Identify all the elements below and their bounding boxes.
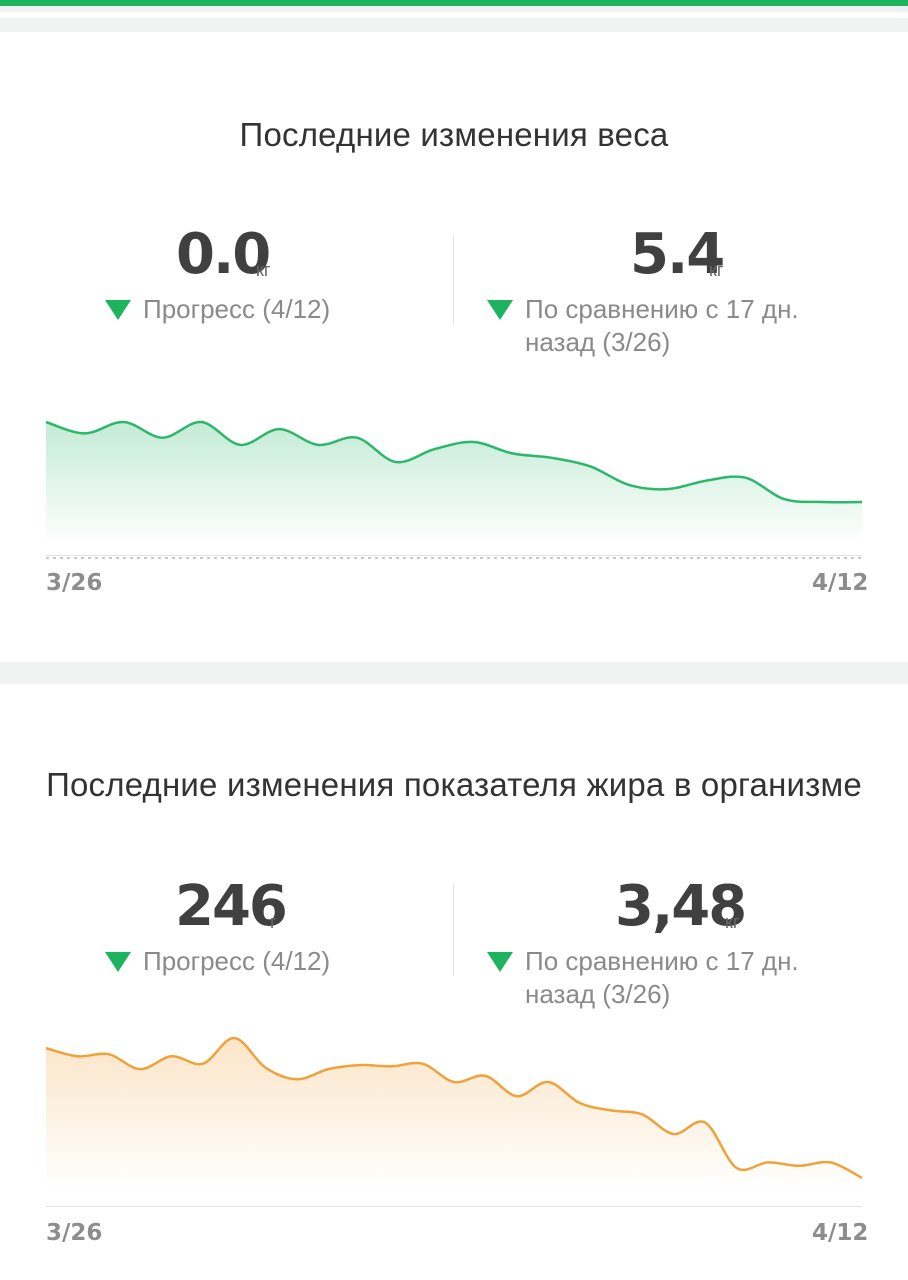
chart-area-fill — [46, 1037, 862, 1190]
fat-title: Последние изменения показателя жира в ор… — [46, 766, 862, 803]
weight-x-start-label: 3/26 — [46, 570, 103, 596]
fat-x-end-label: 4/12 — [812, 1220, 869, 1246]
fat-progress-label: Прогресс (4/12) — [143, 946, 331, 976]
chart-line — [45, 1036, 863, 1180]
weight-compare-label-line2: назад (3/26) — [525, 327, 671, 357]
triangle-down-icon — [487, 300, 513, 320]
triangle-down-icon — [105, 300, 131, 320]
fat-compare-value: 3,48 — [615, 874, 747, 939]
weight-title: Последние изменения веса — [239, 116, 669, 153]
weight-chart — [45, 420, 863, 559]
weight-x-end-label: 4/12 — [812, 570, 869, 596]
triangle-down-icon — [105, 952, 131, 972]
stat-divider — [453, 884, 454, 976]
fat-compare-unit: кг — [725, 912, 740, 932]
fat-progress-value: 246 — [175, 874, 288, 939]
weight-progress-value: 0.0 — [176, 222, 271, 287]
weight-card: Последние изменения веса 0.0 кг Прогресс… — [0, 32, 908, 662]
fat-card: Последние изменения показателя жира в ор… — [0, 684, 908, 1280]
weight-progress-label: Прогресс (4/12) — [143, 294, 331, 324]
weight-chart-axis — [46, 555, 862, 556]
top-accent-bar — [0, 0, 908, 6]
weight-progress-unit: кг — [256, 260, 271, 280]
stat-divider — [453, 235, 454, 325]
fat-chart — [45, 1036, 863, 1190]
fat-x-start-label: 3/26 — [46, 1220, 103, 1246]
fat-progress-unit: г — [270, 912, 277, 932]
fat-compare-label-line1: По сравнению с 17 дн. — [525, 946, 799, 976]
top-gap — [0, 6, 908, 32]
fat-compare-label-line2: назад (3/26) — [525, 979, 671, 1009]
chart-line — [45, 420, 863, 504]
section-separator — [0, 662, 908, 684]
weight-compare-value: 5.4 — [630, 222, 725, 287]
fat-chart-axis — [46, 1206, 862, 1207]
weight-compare-unit: кг — [709, 260, 724, 280]
weight-compare-label-line1: По сравнению с 17 дн. — [525, 294, 799, 324]
chart-area-fill — [46, 421, 862, 544]
triangle-down-icon — [487, 952, 513, 972]
